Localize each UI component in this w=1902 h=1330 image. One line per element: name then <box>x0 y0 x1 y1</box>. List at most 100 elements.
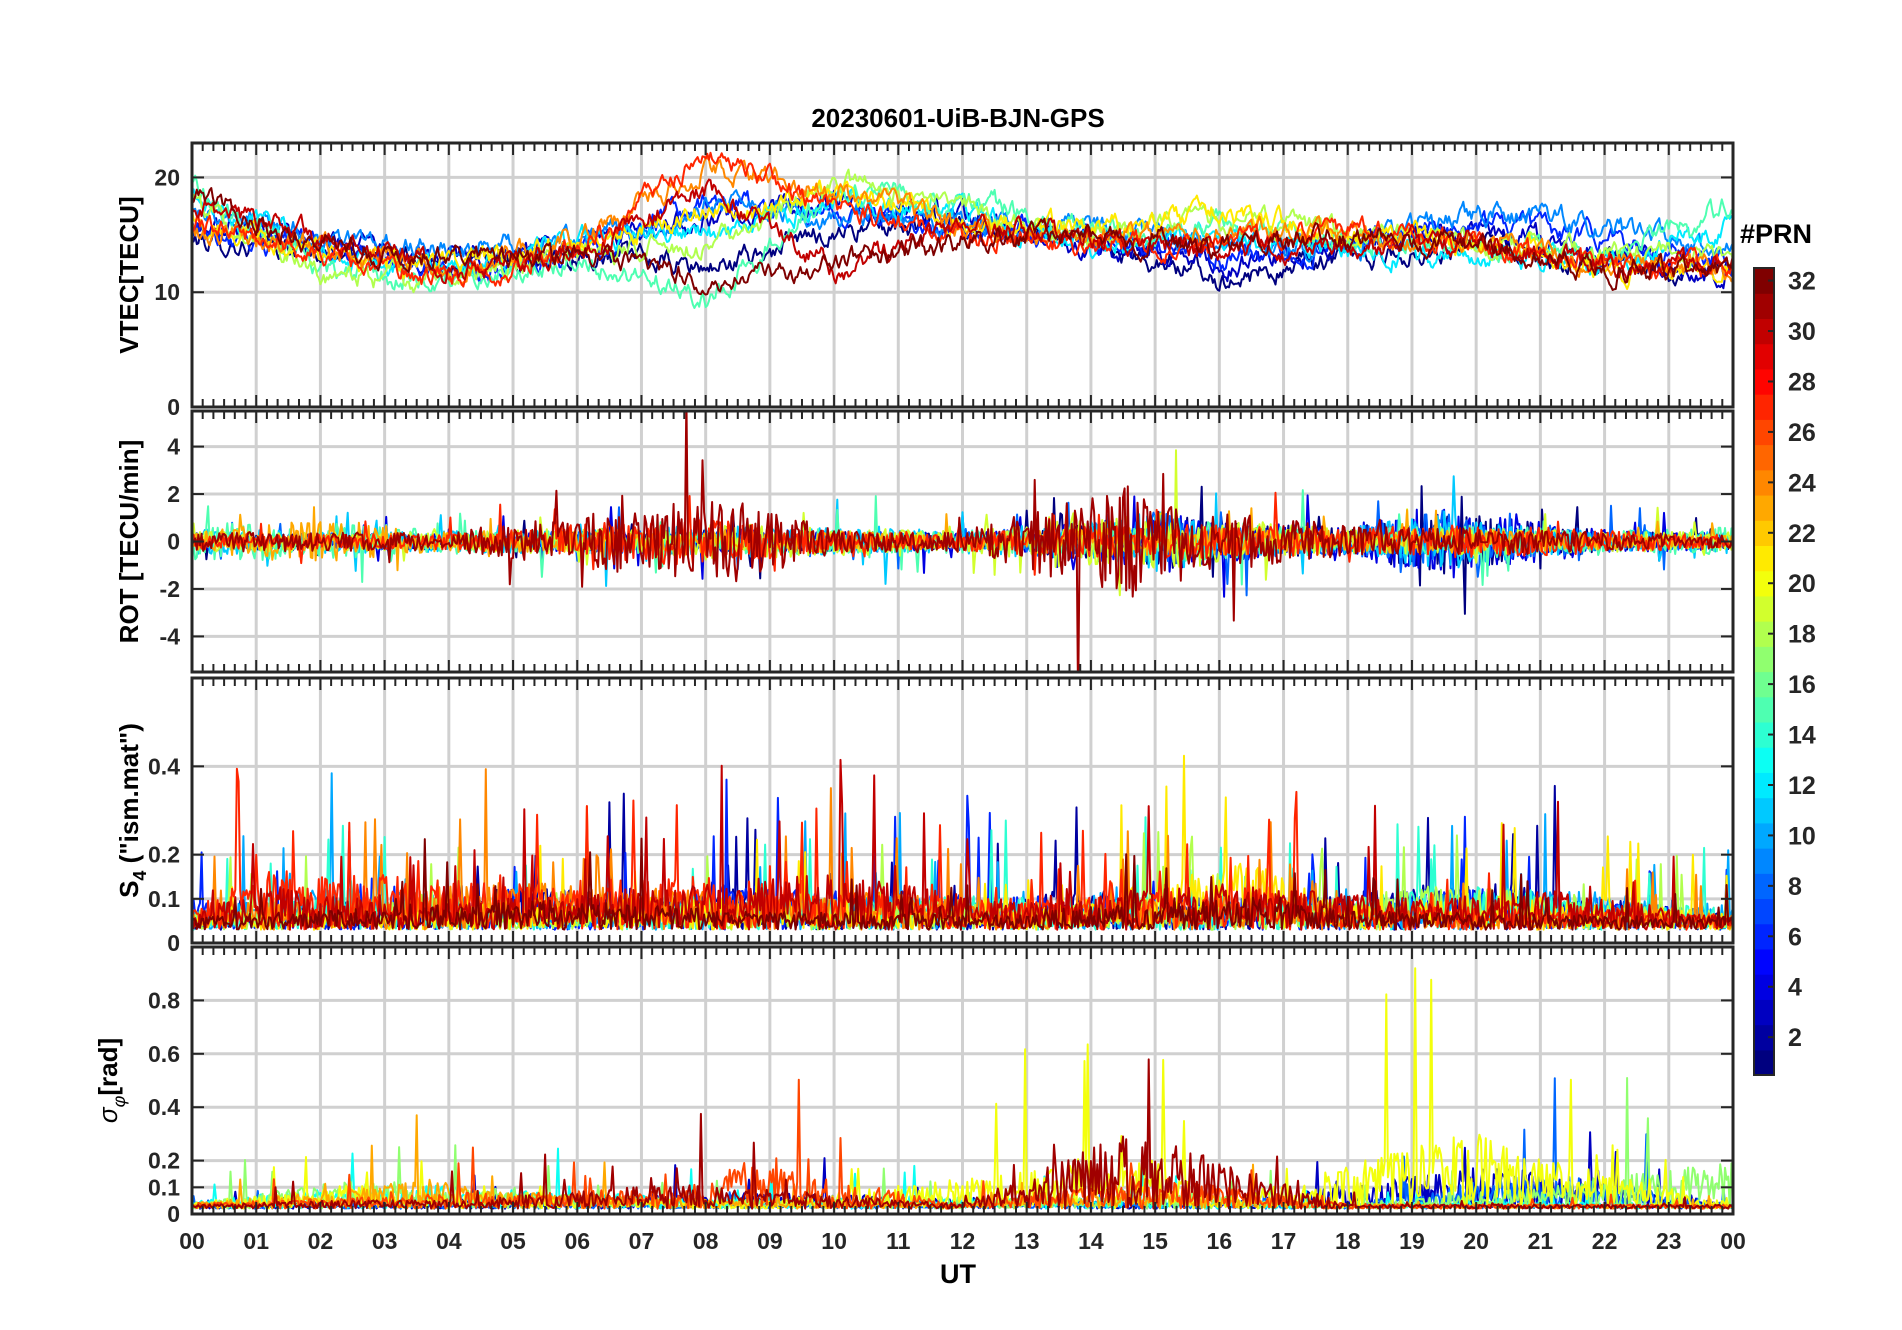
s4-x-ticks <box>191 678 1734 943</box>
colorbar-tick-label: 20 <box>1788 570 1816 598</box>
colorbar-segment <box>1754 444 1774 471</box>
s4-grid <box>192 678 1733 943</box>
colorbar-segment <box>1754 772 1774 799</box>
panel-vtec: 0 10 20 VTEC[TECU] <box>114 141 1735 420</box>
x-tick-label: 12 <box>950 1228 976 1254</box>
s4-y-tick-label: 0 <box>167 930 180 956</box>
colorbar-tick-label: 24 <box>1788 469 1816 497</box>
sigma-x-ticks <box>191 947 1734 1214</box>
x-tick-label: 04 <box>436 1228 462 1254</box>
panel-sigma: 00.10.2 0.4 0.6 0.8 σφ[rad] 00 01 02 03 04 05 06 07 0… <box>93 945 1746 1254</box>
x-tick-label: 19 <box>1399 1228 1425 1254</box>
s4-y-axis-label: S4 ("ism.mat") <box>114 723 150 898</box>
rot-y-tick-label: 0 <box>167 529 180 555</box>
colorbar-segment <box>1754 822 1774 849</box>
colorbar-tick-label: 18 <box>1788 621 1816 649</box>
sigma-y-axis-label: σφ[rad] <box>93 1038 129 1123</box>
sigma-y-tick-label: 0.8 <box>148 987 180 1013</box>
sigma-y-tick-label: 0.2 <box>148 1148 180 1174</box>
colorbar-segment <box>1754 671 1774 698</box>
colorbar-segment <box>1754 520 1774 547</box>
colorbar-tick-label: 6 <box>1788 923 1802 951</box>
colorbar-tick-label: 2 <box>1788 1024 1802 1052</box>
colorbar-segment <box>1754 293 1774 320</box>
colorbar-segment <box>1754 923 1774 950</box>
x-tick-label: 13 <box>1014 1228 1040 1254</box>
sigma-y-tick-label: 0 <box>167 1201 180 1227</box>
chart-title: 20230601-UiB-BJN-GPS <box>811 103 1104 133</box>
colorbar-segment <box>1754 595 1774 622</box>
colorbar-segment <box>1754 343 1774 370</box>
colorbar-segment <box>1754 721 1774 748</box>
colorbar-tick-label: 16 <box>1788 671 1816 699</box>
colorbar-tick-label: 8 <box>1788 873 1802 901</box>
colorbar-segment <box>1754 469 1774 496</box>
x-tick-label: 14 <box>1078 1228 1104 1254</box>
x-tick-label: 10 <box>821 1228 847 1254</box>
x-tick-label: 06 <box>564 1228 590 1254</box>
x-tick-label: 07 <box>629 1228 655 1254</box>
x-tick-label: 11 <box>886 1228 911 1254</box>
sigma-y-tick-label: 0.4 <box>148 1094 180 1120</box>
rot-x-ticks <box>191 411 1734 672</box>
colorbar-segment <box>1754 394 1774 420</box>
x-tick-label: 03 <box>372 1228 398 1254</box>
colorbar-segment <box>1754 318 1774 345</box>
x-tick-label: 00 <box>179 1228 205 1254</box>
x-tick-label: 18 <box>1335 1228 1361 1254</box>
vtec-series-prn-15 <box>192 174 1733 309</box>
vtec-series-prn-32 <box>192 187 1733 296</box>
colorbar-tick-label: 30 <box>1788 318 1816 346</box>
colorbar-segment <box>1754 570 1774 597</box>
panel-s4: 0 0.1 0.2 0.4S4 ("ism.mat") <box>114 676 1735 956</box>
panel-rot: -4 -2 0 2 4 ROT [TECU/min] <box>114 409 1735 674</box>
rot-y-axis-label: ROT [TECU/min] <box>114 440 144 644</box>
x-tick-label: 05 <box>500 1228 526 1254</box>
x-tick-label: 09 <box>757 1228 783 1254</box>
colorbar-title: #PRN <box>1740 219 1812 249</box>
vtec-y-tick-label: 0 <box>167 394 180 420</box>
rot-y-tick-label: 4 <box>167 434 180 460</box>
colorbar-segment <box>1754 1049 1774 1076</box>
x-tick-label: 23 <box>1656 1228 1682 1254</box>
s4-series-prn-32 <box>192 837 1733 931</box>
colorbar-segment <box>1754 1024 1774 1051</box>
x-tick-label: 02 <box>308 1228 334 1254</box>
colorbar-segment <box>1754 747 1774 773</box>
x-tick-label: 15 <box>1142 1228 1168 1254</box>
colorbar-tick-label: 14 <box>1788 722 1816 750</box>
colorbar-segment <box>1754 898 1774 925</box>
colorbar-tick-label: 26 <box>1788 419 1816 447</box>
colorbar-segment <box>1754 948 1774 975</box>
colorbar-segment <box>1754 848 1774 874</box>
x-tick-label: 08 <box>693 1228 719 1254</box>
x-axis-label: UT <box>940 1259 976 1289</box>
colorbar-segment <box>1754 873 1774 900</box>
colorbar-segment <box>1754 545 1774 572</box>
x-tick-label: 01 <box>243 1228 269 1254</box>
vtec-series-prn-27 <box>192 151 1733 288</box>
vtec-y-tick-label: 20 <box>154 164 180 190</box>
sigma-y-tick-label: 0.1 <box>148 1174 180 1200</box>
s4-series <box>192 754 1733 931</box>
colorbar-segment <box>1754 999 1774 1026</box>
colorbar-frame <box>1753 267 1775 1076</box>
colorbar-tick-label: 12 <box>1788 772 1816 800</box>
colorbar-tick-label: 4 <box>1788 974 1802 1002</box>
x-tick-label: 00 <box>1720 1228 1746 1254</box>
rot-y-tick-label: 2 <box>167 481 180 507</box>
vtec-series <box>192 151 1733 309</box>
colorbar-segment <box>1754 368 1774 395</box>
rot-y-tick-label: -4 <box>160 623 181 649</box>
colorbar-segment <box>1754 621 1774 647</box>
s4-y-tick-label: 0.4 <box>148 753 180 779</box>
x-tick-label: 21 <box>1528 1228 1554 1254</box>
colorbar-segment <box>1754 797 1774 824</box>
colorbar-segment <box>1754 696 1774 723</box>
rot-series-prn-31 <box>192 411 1733 672</box>
s4-y-tick-label: 0.2 <box>148 842 180 868</box>
colorbar-tick-label: 22 <box>1788 520 1816 548</box>
